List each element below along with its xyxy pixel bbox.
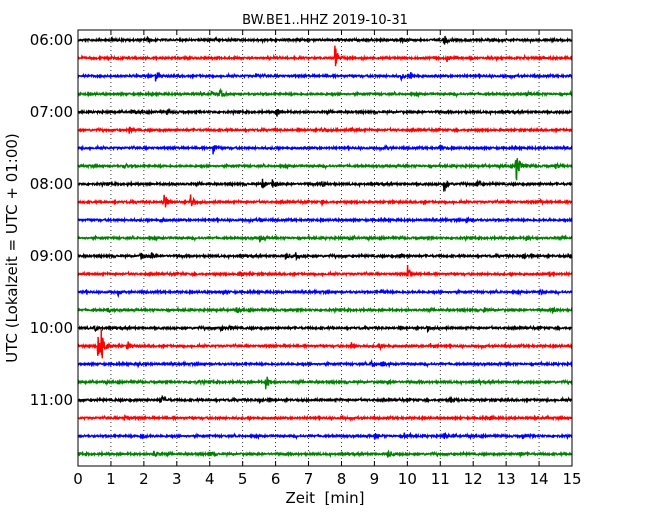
trace-row [77,431,573,441]
y-axis-label: UTC (Lokalzeit = UTC + 01:00) [3,133,21,363]
y-tick-label: 06:00 [30,31,73,49]
x-tick-label: 15 [562,470,581,488]
trace-row [77,45,573,67]
grid-lines [110,30,540,466]
y-axis-ticks: 06:00 07:00 08:00 09:00 10:00 11:00 [30,31,572,409]
x-axis-label: Zeit [min] [285,489,364,507]
x-tick-label: 2 [139,470,149,488]
trace-row [77,126,573,134]
chart-title: BW.BE1..HHZ 2019-10-31 [242,13,408,28]
x-tick-label: 14 [530,470,549,488]
x-tick-label: 6 [271,470,281,488]
x-tick-label: 10 [398,470,417,488]
trace-row [77,358,573,369]
y-tick-label: 09:00 [30,247,73,265]
trace-row [77,35,573,45]
y-tick-label: 10:00 [30,319,73,337]
trace-row [77,251,573,262]
x-axis-ticks: 0 1 2 3 4 5 6 7 8 9 10 11 12 13 14 15 [73,30,582,488]
trace-row [77,107,573,117]
trace-row [77,87,573,99]
x-tick-label: 8 [337,470,347,488]
trace-row [77,288,573,299]
x-tick-label: 5 [238,470,248,488]
y-tick-label: 11:00 [30,391,73,409]
trace-row [77,306,573,315]
trace-row [77,71,573,83]
trace-row [77,414,573,422]
x-tick-label: 3 [172,470,182,488]
trace-row [77,158,573,181]
x-tick-label: 9 [370,470,380,488]
x-tick-label: 1 [106,470,116,488]
trace-row [77,234,573,244]
x-tick-label: 13 [497,470,516,488]
x-tick-label: 7 [304,470,314,488]
y-tick-label: 07:00 [30,103,73,121]
trace-row [77,329,573,359]
trace-rows [77,35,573,459]
trace-row [77,324,573,334]
y-tick-label: 08:00 [30,175,73,193]
trace-row [77,376,573,390]
x-tick-label: 4 [205,470,215,488]
trace-row [77,449,573,459]
x-tick-label: 11 [431,470,450,488]
trace-row [77,264,573,278]
trace-row [77,143,573,155]
trace-row [77,216,573,225]
trace-row [77,394,573,405]
plot-frame [77,29,573,467]
trace-row [77,178,573,192]
trace-row [77,194,573,208]
x-tick-label: 0 [73,470,83,488]
x-tick-label: 12 [464,470,483,488]
